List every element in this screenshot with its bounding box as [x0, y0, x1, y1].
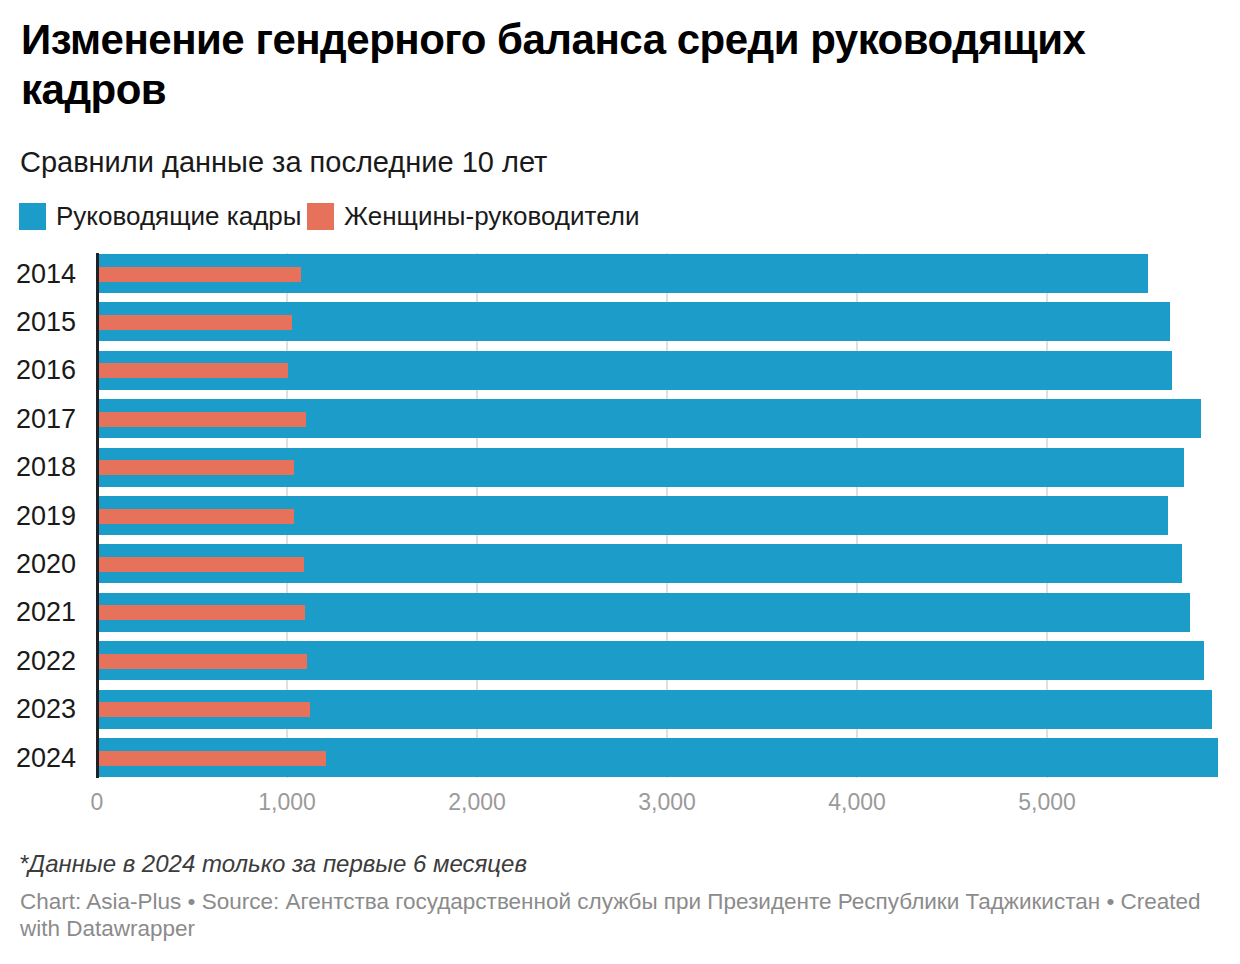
year-label: 2020	[0, 549, 76, 580]
year-label: 2021	[0, 597, 76, 628]
byline-line-1: Chart: Asia-Plus • Source: Агентства гос…	[20, 889, 1201, 916]
y-axis-line	[96, 253, 99, 778]
year-label: 2018	[0, 452, 76, 483]
year-label: 2017	[0, 404, 76, 435]
year-label: 2023	[0, 694, 76, 725]
year-label: 2014	[0, 259, 76, 290]
chart-byline: Chart: Asia-Plus • Source: Агентства гос…	[20, 889, 1201, 942]
byline-line-2: with Datawrapper	[20, 916, 1201, 943]
bar-overlay	[99, 412, 307, 427]
bar-overlay	[99, 751, 326, 766]
bar-overlay	[99, 460, 294, 475]
bar-overlay	[99, 363, 288, 378]
bar-overlay	[99, 315, 292, 330]
year-label: 2015	[0, 307, 76, 338]
bar-overlay	[99, 605, 306, 620]
x-axis-tick-label: 1,000	[217, 789, 357, 816]
bar-overlay	[99, 702, 310, 717]
x-axis-tick-label: 2,000	[407, 789, 547, 816]
year-label: 2019	[0, 501, 76, 532]
x-axis-tick-label: 5,000	[977, 789, 1117, 816]
year-label: 2016	[0, 355, 76, 386]
year-label: 2022	[0, 646, 76, 677]
chart-plot: 0 1,000 2,000 3,000 4,000 5,000 2014 2015 2016 20…	[0, 0, 1240, 964]
bar-overlay	[99, 509, 294, 524]
x-axis-tick-label: 4,000	[787, 789, 927, 816]
bar-overlay	[99, 557, 305, 572]
x-axis-tick-label: 3,000	[597, 789, 737, 816]
bar-overlay	[99, 267, 302, 282]
year-label: 2024	[0, 743, 76, 774]
chart-footnote: *Данные в 2024 только за первые 6 месяце…	[19, 850, 527, 878]
bar-overlay	[99, 654, 307, 669]
x-axis-tick-label: 0	[27, 789, 167, 816]
